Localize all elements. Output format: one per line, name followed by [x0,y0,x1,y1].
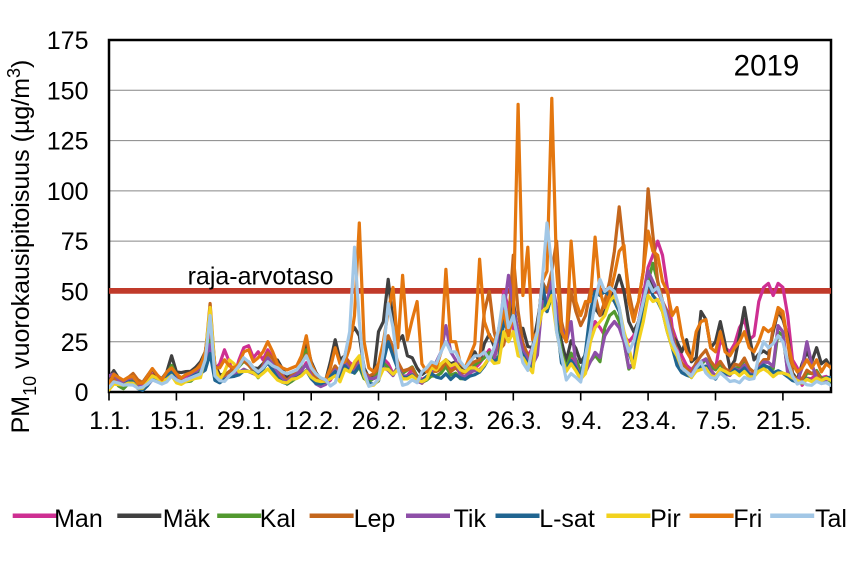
svg-text:2019: 2019 [734,50,800,83]
svg-text:50: 50 [61,279,89,307]
svg-text:26.2.: 26.2. [352,407,408,435]
svg-text:Mäk: Mäk [163,505,211,533]
svg-text:0: 0 [75,379,89,407]
svg-text:Kal: Kal [260,505,296,533]
svg-text:100: 100 [47,178,89,206]
svg-text:21.5.: 21.5. [756,407,812,435]
svg-text:Tik: Tik [454,505,487,533]
svg-text:175: 175 [47,27,89,55]
svg-text:Pir: Pir [650,505,681,533]
svg-text:PM10 vuorokausipitoisuus (µg/m: PM10 vuorokausipitoisuus (µg/m3) [4,60,40,434]
svg-text:raja-arvotaso: raja-arvotaso [188,262,334,290]
svg-text:15.1.: 15.1. [150,407,206,435]
svg-text:Man: Man [54,505,103,533]
svg-text:23.4.: 23.4. [621,407,677,435]
svg-text:9.4.: 9.4. [561,407,603,435]
svg-text:12.3.: 12.3. [419,407,475,435]
svg-text:12.2.: 12.2. [284,407,340,435]
svg-text:25: 25 [61,329,89,357]
svg-text:1.1.: 1.1. [89,407,131,435]
svg-text:7.5.: 7.5. [696,407,738,435]
svg-text:26.3.: 26.3. [486,407,542,435]
svg-text:Fri: Fri [733,505,762,533]
svg-text:125: 125 [47,128,89,156]
svg-text:Tal: Tal [815,505,847,533]
svg-text:75: 75 [61,228,89,256]
svg-text:L-sat: L-sat [539,505,595,533]
svg-text:150: 150 [47,77,89,105]
svg-text:Lep: Lep [354,505,396,533]
svg-text:29.1.: 29.1. [217,407,273,435]
